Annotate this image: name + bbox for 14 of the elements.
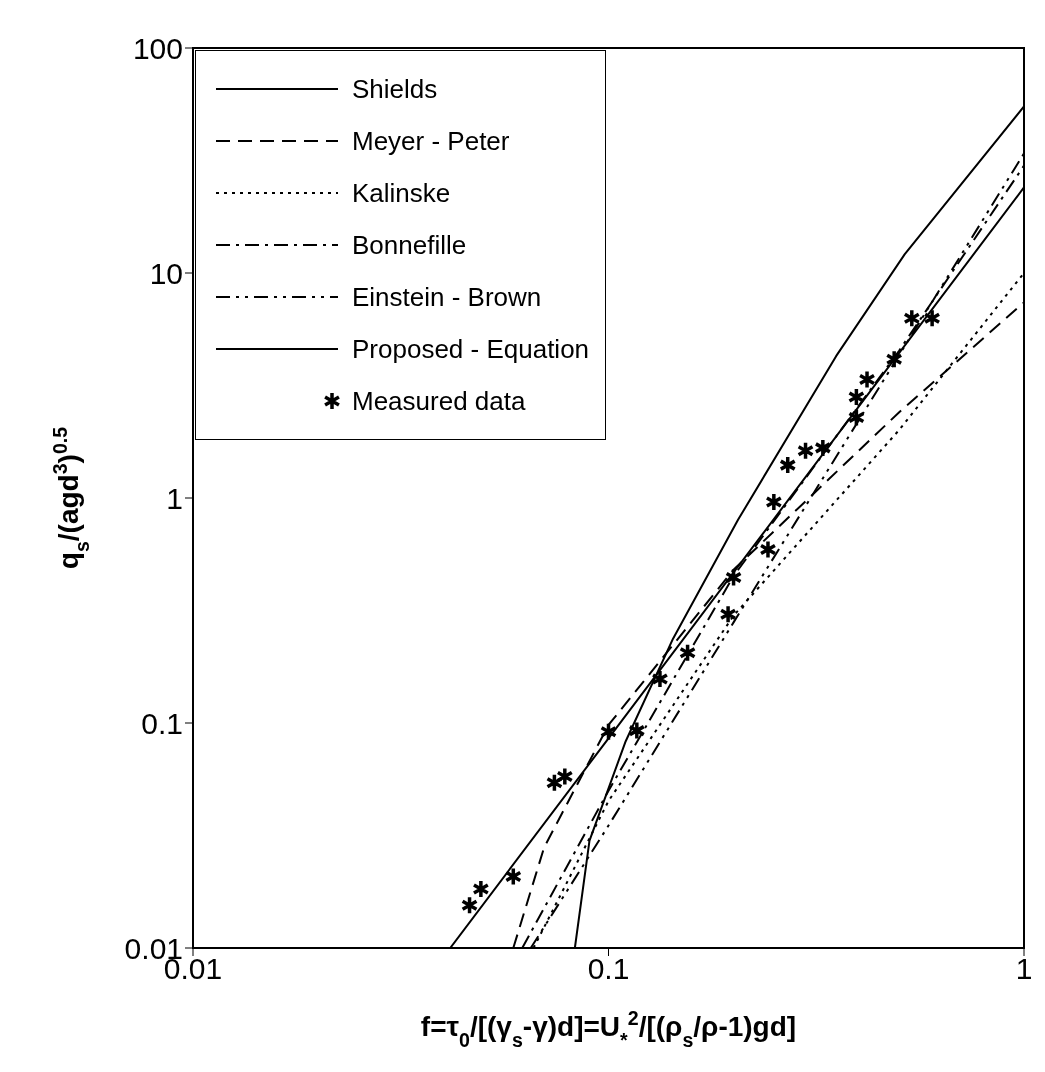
y-tick-label: 100 — [132, 31, 183, 65]
legend-label: Measured data — [352, 385, 526, 417]
legend-label: Shields — [352, 73, 438, 105]
legend-label: Einstein - Brown — [352, 281, 542, 313]
legend-label: Meyer - Peter — [352, 125, 510, 157]
legend-label: Bonnefille — [352, 229, 467, 261]
y-tick-label: 0.1 — [141, 706, 183, 740]
x-tick-label: 1 — [1015, 952, 1033, 986]
x-tick-label: 0.1 — [587, 952, 630, 986]
text: f=τ$_{0}$/[(γ$_{s}$-γ)d]=U$_{*}$$^{2}$/[(ρ$_{s}$/ρ-1)gd] — [420, 1007, 797, 1051]
y-tick-label: 10 — [149, 256, 183, 290]
legend-label: Proposed - Equation — [352, 333, 590, 365]
legend-label: Kalinske — [352, 177, 451, 209]
y-tick-label: 1 — [166, 481, 183, 515]
